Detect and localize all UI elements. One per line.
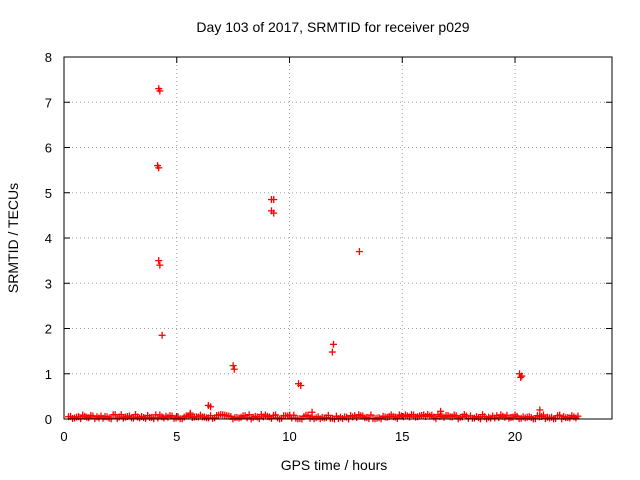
x-axis-label: GPS time / hours bbox=[281, 457, 388, 473]
data-points bbox=[65, 85, 582, 423]
axis-ticks: 0 5 10 15 20 0 1 2 3 4 5 6 7 8 bbox=[45, 50, 612, 444]
y-tick-label: 4 bbox=[45, 231, 52, 246]
data-point bbox=[355, 248, 363, 256]
baseline-point bbox=[539, 411, 547, 419]
y-axis-label: SRMTID / TECUs bbox=[5, 183, 21, 293]
data-point bbox=[517, 373, 525, 381]
data-point bbox=[156, 87, 164, 95]
grid bbox=[64, 57, 612, 419]
y-tick-label: 8 bbox=[45, 50, 52, 65]
data-point bbox=[230, 365, 238, 373]
data-point bbox=[186, 409, 194, 417]
data-point bbox=[270, 196, 278, 204]
data-point bbox=[308, 408, 316, 416]
data-point bbox=[207, 403, 215, 411]
y-tick-label: 5 bbox=[45, 186, 52, 201]
baseline-point bbox=[111, 411, 119, 419]
y-tick-label: 0 bbox=[45, 412, 52, 427]
data-point bbox=[297, 382, 305, 390]
data-point bbox=[155, 164, 163, 172]
x-tick-label: 5 bbox=[173, 429, 180, 444]
data-point bbox=[158, 331, 166, 339]
chart-title: Day 103 of 2017, SRMTID for receiver p02… bbox=[196, 19, 469, 35]
x-tick-label: 10 bbox=[282, 429, 296, 444]
data-point bbox=[229, 362, 237, 370]
data-point bbox=[156, 261, 164, 269]
data-point bbox=[437, 407, 445, 415]
plot-frame bbox=[63, 56, 613, 420]
y-tick-label: 6 bbox=[45, 141, 52, 156]
data-point bbox=[536, 406, 544, 414]
data-point bbox=[328, 348, 336, 356]
y-tick-label: 3 bbox=[45, 276, 52, 291]
baseline-point bbox=[367, 411, 375, 419]
data-point bbox=[329, 340, 337, 348]
y-tick-label: 7 bbox=[45, 95, 52, 110]
y-tick-label: 1 bbox=[45, 367, 52, 382]
data-point bbox=[270, 209, 278, 217]
baseline-point bbox=[129, 414, 137, 422]
baseline-point bbox=[245, 411, 253, 419]
baseline-point bbox=[574, 412, 582, 420]
baseline-point bbox=[556, 411, 564, 419]
y-tick-label: 2 bbox=[45, 322, 52, 337]
x-tick-label: 20 bbox=[508, 429, 522, 444]
baseline-point bbox=[393, 414, 401, 422]
x-tick-label: 15 bbox=[395, 429, 409, 444]
data-point bbox=[155, 257, 163, 265]
x-tick-label: 0 bbox=[60, 429, 67, 444]
data-point bbox=[518, 372, 526, 380]
